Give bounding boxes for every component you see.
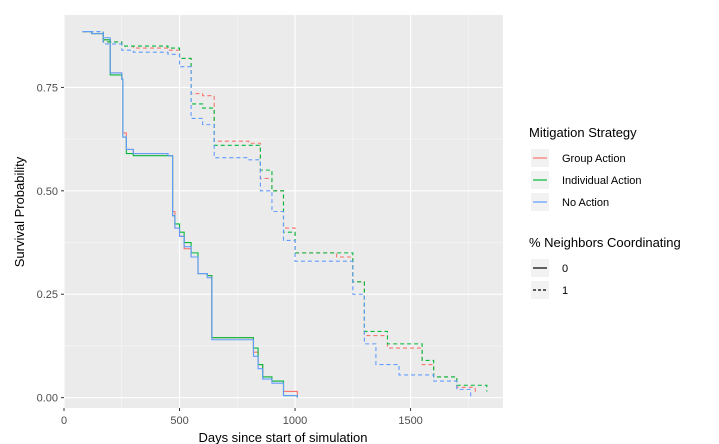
legend-title-mitigation: Mitigation Strategy [529, 125, 637, 140]
legend-label: No Action [562, 197, 609, 209]
x-tick-label: 1500 [398, 415, 422, 427]
legend-label: Group Action [562, 153, 626, 165]
legend-title-coordinating: % Neighbors Coordinating [529, 235, 681, 250]
series-line-no-action-1 [82, 31, 472, 398]
x-axis: 0 500 1000 1500 [61, 408, 423, 427]
minor-grid [64, 15, 503, 408]
y-tick-label: 0.75 [37, 82, 58, 94]
x-tick-label: 1000 [283, 415, 307, 427]
series-line-no-action-0 [82, 31, 298, 398]
legend-label: 0 [562, 263, 568, 275]
legend-label: Individual Action [562, 175, 642, 187]
y-axis: 0.00 0.25 0.50 0.75 [37, 82, 64, 405]
y-tick-label: 0.00 [37, 393, 58, 405]
series-layer [82, 31, 488, 398]
y-tick-label: 0.25 [37, 289, 58, 301]
x-axis-title: Days since start of simulation [198, 430, 367, 444]
x-tick-label: 500 [170, 415, 188, 427]
y-axis-title: Survival Probability [12, 156, 27, 267]
legend-label: 1 [562, 285, 568, 297]
legend: Mitigation Strategy Group Action Individua… [529, 125, 681, 299]
y-tick-label: 0.50 [37, 186, 58, 198]
series-line-individual-action-1 [82, 31, 488, 392]
x-tick-label: 0 [61, 415, 67, 427]
